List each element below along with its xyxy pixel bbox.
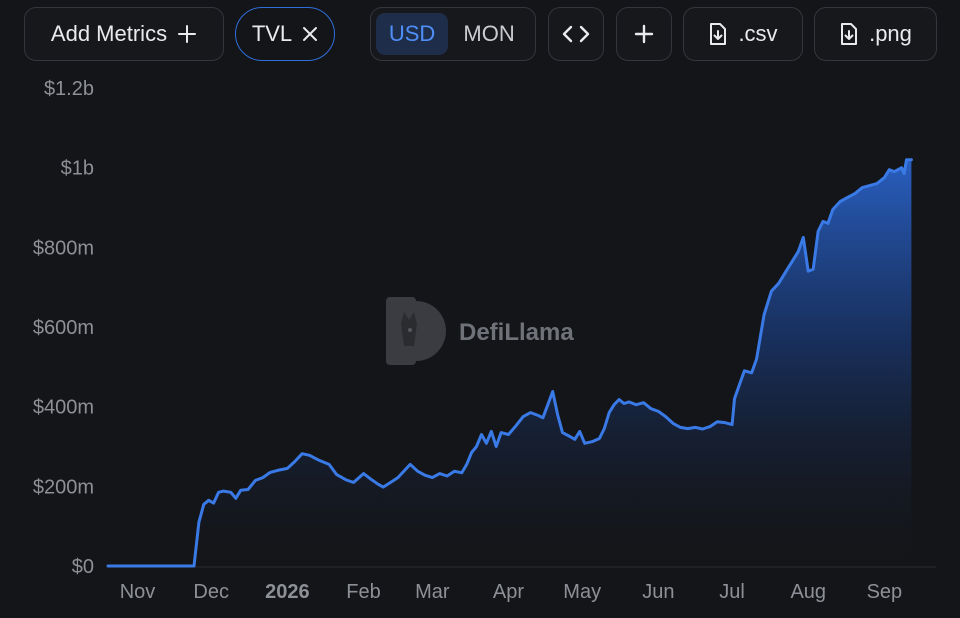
x-tick-label: Mar xyxy=(415,581,450,603)
file-download-icon xyxy=(839,22,859,46)
x-tick-label: Jul xyxy=(719,581,745,603)
y-axis: $0 $200m $400m $600m $800m $1b $1.2b xyxy=(33,78,94,578)
x-tick-label: Aug xyxy=(790,581,826,603)
y-tick-label: $0 xyxy=(72,556,94,578)
file-download-icon xyxy=(708,22,728,46)
watermark-text: DefiLlama xyxy=(459,319,574,346)
x-tick-label: Nov xyxy=(120,581,156,603)
tvl-chart: DefiLlama $0 $200m $400m $600m $800m $1b $1.2b… xyxy=(33,78,936,603)
defillama-watermark: DefiLlama xyxy=(386,297,574,365)
plot-area xyxy=(106,158,913,568)
add-metrics-label: Add Metrics xyxy=(50,21,168,46)
y-tick-label: $400m xyxy=(33,397,94,419)
download-png-button[interactable]: .png xyxy=(814,7,937,61)
tvl-area xyxy=(108,159,912,566)
x-tick-label: Feb xyxy=(346,581,380,603)
y-tick-label: $600m xyxy=(33,317,94,339)
x-tick-label: 2026 xyxy=(265,581,310,603)
unit-option-mon[interactable]: MON xyxy=(463,21,515,46)
x-tick-label: Jun xyxy=(642,581,674,603)
y-tick-label: $800m xyxy=(33,237,94,259)
embed-button[interactable] xyxy=(548,7,604,61)
plus-icon xyxy=(177,24,197,44)
y-tick-label: $200m xyxy=(33,476,94,498)
add-metrics-button[interactable]: Add Metrics xyxy=(24,7,224,61)
chart-toolbar: Add Metrics TVL USD MON .csv .png xyxy=(0,0,960,72)
x-tick-label: May xyxy=(563,581,601,603)
unit-toggle: USD MON xyxy=(370,7,536,61)
csv-label: .csv xyxy=(738,21,778,46)
x-tick-label: Dec xyxy=(193,581,229,603)
plus-icon xyxy=(634,24,654,44)
y-tick-label: $1b xyxy=(61,158,94,180)
x-tick-label: Sep xyxy=(867,581,903,603)
tvl-line xyxy=(106,158,913,568)
metric-chip-tvl[interactable]: TVL xyxy=(235,7,335,61)
y-tick-label: $1.2b xyxy=(44,78,94,100)
close-icon[interactable] xyxy=(302,26,318,42)
download-csv-button[interactable]: .csv xyxy=(683,7,803,61)
code-icon xyxy=(562,24,590,44)
x-tick-label: Apr xyxy=(493,581,524,603)
unit-option-usd[interactable]: USD xyxy=(376,13,449,55)
png-label: .png xyxy=(869,21,912,46)
add-chart-button[interactable] xyxy=(616,7,672,61)
llama-logo xyxy=(386,297,446,365)
x-axis: Nov Dec 2026 Feb Mar Apr May Jun Jul Aug Sep xyxy=(108,566,936,603)
metric-chip-label: TVL xyxy=(251,21,293,46)
